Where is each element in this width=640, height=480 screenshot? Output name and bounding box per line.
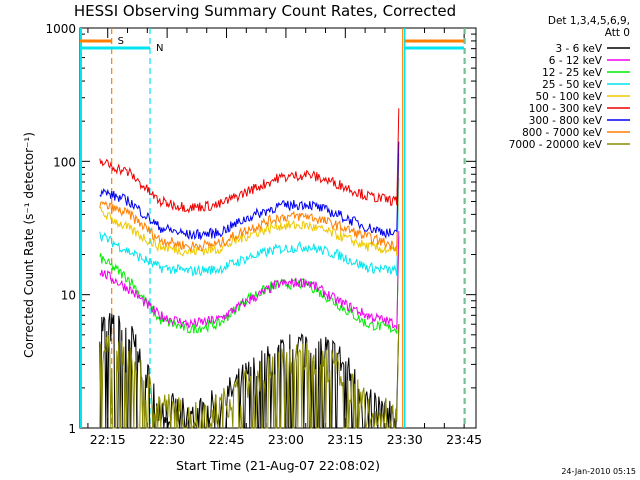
series-line-1	[99, 313, 400, 429]
legend-label-8: 800 - 7000 keV	[522, 127, 603, 139]
series-line-5	[99, 158, 400, 257]
legend-label-9: 7000 - 20000 keV	[509, 139, 603, 151]
legend-label-5: 50 - 100 keV	[535, 91, 602, 103]
x-tick-label: 23:30	[387, 432, 423, 447]
legend-header-line-2: Att 0	[605, 27, 630, 39]
legend-label-6: 100 - 300 keV	[529, 103, 603, 115]
saa-label: S	[118, 36, 124, 47]
legend-header-line-1: Det 1,3,4,5,6,9,	[548, 15, 630, 27]
series-line-4	[99, 177, 400, 277]
x-tick-label: 22:15	[90, 432, 126, 447]
series-line-2	[99, 231, 400, 330]
legend-label-2: 6 - 12 keV	[549, 55, 603, 67]
x-tick-label: 22:45	[209, 432, 245, 447]
legend-label-1: 3 - 6 keV	[555, 43, 602, 55]
x-tick-label: 23:15	[327, 432, 363, 447]
x-tick-label: 23:00	[268, 432, 304, 447]
x-tick-label: 22:30	[149, 432, 185, 447]
timestamp: 24-Jan-2010 05:15	[561, 467, 636, 476]
night-label: N	[156, 43, 163, 54]
x-axis-label: Start Time (21-Aug-07 22:08:02)	[176, 458, 380, 473]
legend-label-7: 300 - 800 keV	[529, 115, 603, 127]
plot-area: 1 10 100 1000 22:15 22:30 22:45 23:00 23:15 23:30…	[45, 22, 482, 447]
x-tick-label: 23:45	[446, 432, 482, 447]
y-axis-label: Corrected Count Rate (s⁻¹ detector⁻¹)	[22, 132, 36, 358]
y-tick-label: 1	[68, 422, 76, 436]
series-line-8	[99, 153, 400, 253]
series-line-6	[99, 108, 400, 214]
y-tick-label: 100	[53, 155, 76, 169]
legend-label-3: 12 - 25 keV	[542, 67, 603, 79]
series-line-7	[99, 141, 400, 241]
series-line-9	[99, 324, 400, 429]
y-tick-label: 1000	[45, 22, 76, 36]
y-tick-label: 10	[61, 289, 76, 303]
legend-label-4: 25 - 50 keV	[542, 79, 603, 91]
chart-title: HESSI Observing Summary Count Rates, Cor…	[74, 2, 456, 20]
series-line-3	[99, 236, 400, 334]
